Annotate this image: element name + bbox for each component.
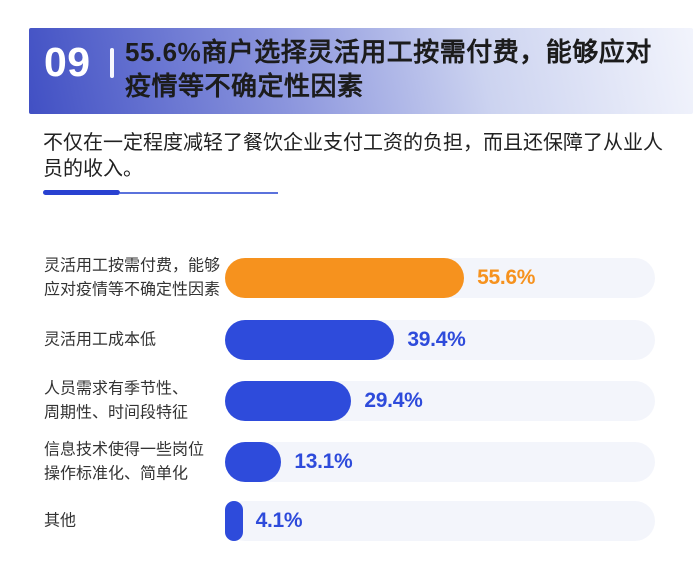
bar-value-label: 13.1%	[294, 450, 353, 473]
bar-track	[225, 258, 655, 298]
bar	[225, 258, 465, 298]
divider-thick-segment	[43, 190, 120, 195]
bar-label: 其他	[44, 512, 77, 530]
bar-value-label: 55.6%	[477, 266, 536, 289]
chart-row: 信息技术使得一些岗位 操作标准化、简单化 13.1%	[0, 442, 700, 482]
chart-row: 人员需求有季节性、 周期性、时间段特征 29.4%	[0, 381, 700, 421]
page-title: 55.6%商户选择灵活用工按需付费，能够应对 疫情等不确定性因素	[125, 37, 652, 101]
divider-thin-segment	[120, 192, 278, 194]
bar-value-label: 4.1%	[255, 509, 303, 532]
bar-label: 信息技术使得一些岗位 操作标准化、简单化	[44, 441, 205, 483]
separator-bar	[110, 48, 114, 78]
bar-track	[225, 442, 655, 482]
header-banner: 09 55.6%商户选择灵活用工按需付费，能够应对 疫情等不确定性因素	[29, 28, 693, 114]
bar-track	[225, 381, 655, 421]
chart-row: 灵活用工按需付费，能够 应对疫情等不确定性因素 55.6%	[0, 258, 700, 298]
bar-value-label: 29.4%	[364, 389, 423, 412]
bar-label: 灵活用工按需付费，能够 应对疫情等不确定性因素	[44, 257, 221, 299]
bar	[225, 320, 395, 360]
bar-track	[225, 320, 655, 360]
chart-row: 灵活用工成本低 39.4%	[0, 320, 700, 360]
bar	[225, 501, 243, 541]
section-number: 09	[44, 39, 91, 85]
bar-value-label: 39.4%	[407, 328, 466, 351]
bar	[225, 381, 352, 421]
intro-text: 不仅在一定程度减轻了餐饮企业支付工资的负担，而且还保障了从业人 员的收入。	[43, 132, 663, 180]
bar	[225, 442, 282, 482]
chart-row: 其他 4.1%	[0, 501, 700, 541]
bar-track	[225, 501, 655, 541]
bar-label: 人员需求有季节性、 周期性、时间段特征	[44, 380, 189, 422]
bar-label: 灵活用工成本低	[44, 331, 157, 349]
